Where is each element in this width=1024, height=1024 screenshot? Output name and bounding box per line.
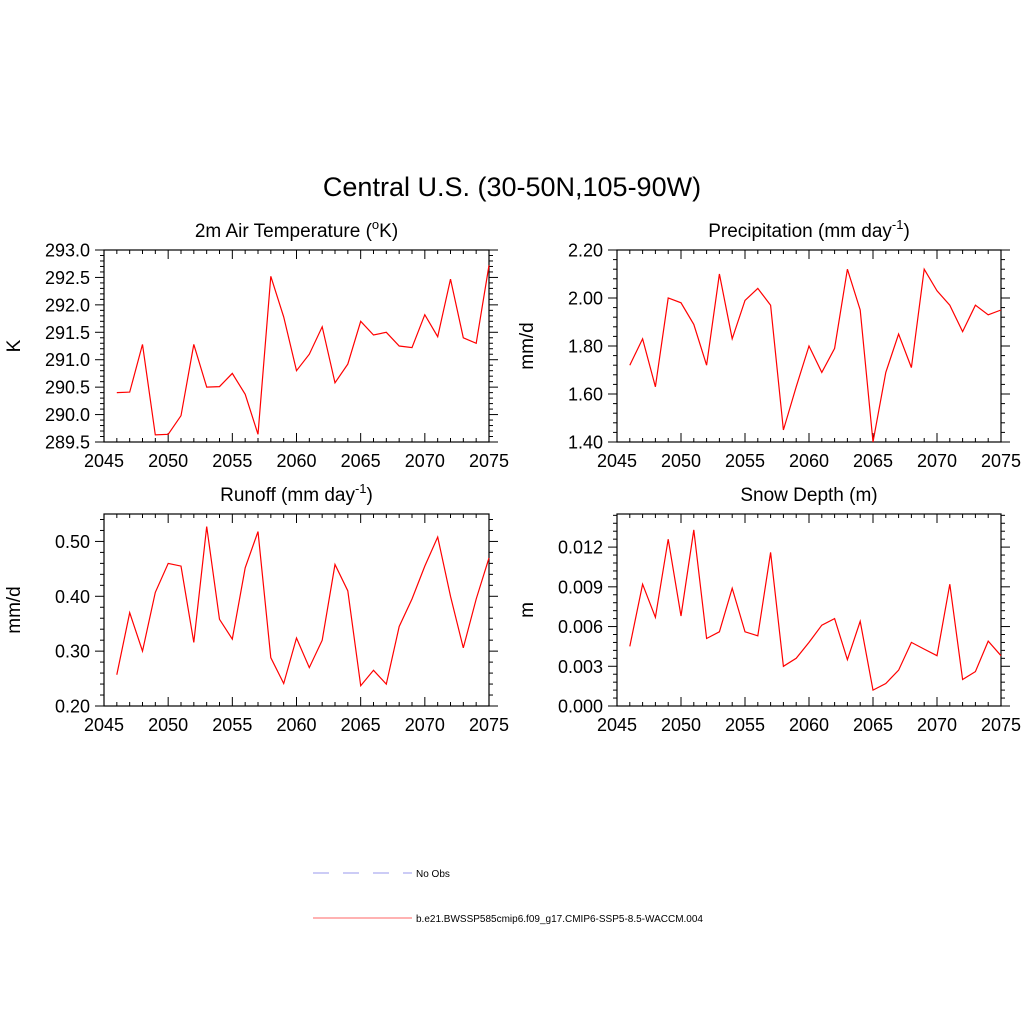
series-line xyxy=(116,526,490,688)
legend-label: b.e21.BWSSP585cmip6.f09_g17.CMIP6-SSP5-8… xyxy=(416,914,703,925)
y-tick-label: 292.0 xyxy=(45,295,90,315)
x-tick-label: 2060 xyxy=(276,451,316,471)
x-tick-label: 2055 xyxy=(212,451,252,471)
x-tick-label: 2045 xyxy=(597,451,637,471)
x-tick-label: 2055 xyxy=(725,715,765,735)
x-tick-label: 2075 xyxy=(469,451,509,471)
x-tick-label: 2065 xyxy=(853,715,893,735)
plot-frame xyxy=(103,513,490,707)
panel-title-rest: ) xyxy=(903,221,909,242)
x-tick-label: 2055 xyxy=(212,715,252,735)
y-tick-label: 291.0 xyxy=(45,350,90,370)
x-tick-label: 2065 xyxy=(341,715,381,735)
panel-title-superscript: o xyxy=(372,217,379,232)
y-axis-label: m xyxy=(517,602,538,618)
plot-frame xyxy=(616,513,1002,707)
chart-panel-1: 2045 2050 2055 2060 2065 2070 2075 289.5 290.0 29… xyxy=(4,217,509,471)
y-tick-label: 0.009 xyxy=(558,577,603,597)
y-axis-label: mm/d xyxy=(517,322,538,370)
x-tick-label: 2060 xyxy=(276,715,316,735)
figure-title: Central U.S. (30-50N,105-90W) xyxy=(323,172,701,202)
y-tick-label: 0.006 xyxy=(558,617,603,637)
legend-label: No Obs xyxy=(416,869,450,880)
y-tick-label: 292.5 xyxy=(45,268,90,288)
y-tick-label: 0.20 xyxy=(55,697,90,717)
y-tick-label: 2.20 xyxy=(568,241,603,261)
legend: No Obs b.e21.BWSSP585cmip6.f09_g17.CMIP6-… xyxy=(313,869,703,925)
panel-title-main: 2m Air Temperature ( xyxy=(195,221,373,242)
x-tick-label: 2050 xyxy=(148,715,188,735)
panel-title-superscript: -1 xyxy=(355,481,367,496)
x-tick-label: 2075 xyxy=(981,451,1021,471)
panel-title: 2m Air Temperature (oK) xyxy=(195,217,398,242)
x-tick-label: 2045 xyxy=(84,715,124,735)
y-tick-label: 0.30 xyxy=(55,642,90,662)
panel-title-main: Precipitation (mm day xyxy=(708,221,892,242)
panel-title-main: Runoff (mm day xyxy=(220,485,355,506)
y-axis-label: mm/d xyxy=(4,586,25,634)
x-tick-label: 2075 xyxy=(469,715,509,735)
chart-panel-3: 2045 2050 2055 2060 2065 2070 2075 0.20 0.30 0.40… xyxy=(4,481,509,735)
x-tick-label: 2050 xyxy=(661,451,701,471)
panel-title: Runoff (mm day-1) xyxy=(220,481,373,506)
panels-group: 2045 2050 2055 2060 2065 2070 2075 289.5 290.0 29… xyxy=(4,217,1021,735)
y-tick-label: 289.5 xyxy=(45,433,90,453)
y-tick-label: 291.5 xyxy=(45,323,90,343)
x-tick-label: 2050 xyxy=(661,715,701,735)
y-tick-label: 0.003 xyxy=(558,657,603,677)
x-tick-label: 2055 xyxy=(725,451,765,471)
x-tick-label: 2060 xyxy=(789,715,829,735)
y-tick-label: 0.012 xyxy=(558,538,603,558)
x-tick-label: 2065 xyxy=(853,451,893,471)
series-line xyxy=(629,529,1002,692)
x-tick-label: 2070 xyxy=(917,451,957,471)
x-tick-label: 2070 xyxy=(917,715,957,735)
x-tick-label: 2050 xyxy=(148,451,188,471)
y-tick-label: 1.40 xyxy=(568,433,603,453)
y-tick-label: 1.80 xyxy=(568,337,603,357)
x-tick-label: 2070 xyxy=(405,451,445,471)
x-tick-label: 2045 xyxy=(597,715,637,735)
panel-title: Precipitation (mm day-1) xyxy=(708,217,910,242)
y-tick-label: 2.00 xyxy=(568,289,603,309)
plot-frame xyxy=(103,249,490,443)
x-tick-label: 2060 xyxy=(789,451,829,471)
y-tick-label: 0.50 xyxy=(55,532,90,552)
panel-title-rest: K) xyxy=(379,221,398,242)
y-axis-label: K xyxy=(4,339,25,352)
panel-title-main: Snow Depth (m) xyxy=(740,485,877,506)
y-tick-label: 0.40 xyxy=(55,587,90,607)
y-tick-label: 1.60 xyxy=(568,385,603,405)
y-tick-label: 293.0 xyxy=(45,241,90,261)
x-tick-label: 2045 xyxy=(84,451,124,471)
series-line xyxy=(116,265,490,436)
y-tick-label: 0.000 xyxy=(558,697,603,717)
y-tick-label: 290.5 xyxy=(45,378,90,398)
chart-panel-2: 2045 2050 2055 2060 2065 2070 2075 1.40 1.60 1.80… xyxy=(517,217,1021,471)
panel-title-rest: ) xyxy=(367,485,373,506)
panel-title-superscript: -1 xyxy=(892,217,904,232)
chart-panel-4: 2045 2050 2055 2060 2065 2070 2075 0.000 0.003 0.… xyxy=(517,485,1021,735)
y-tick-label: 290.0 xyxy=(45,405,90,425)
panel-title: Snow Depth (m) xyxy=(740,485,877,506)
x-tick-label: 2065 xyxy=(341,451,381,471)
x-tick-label: 2070 xyxy=(405,715,445,735)
series-line xyxy=(629,267,1002,443)
x-tick-label: 2075 xyxy=(981,715,1021,735)
